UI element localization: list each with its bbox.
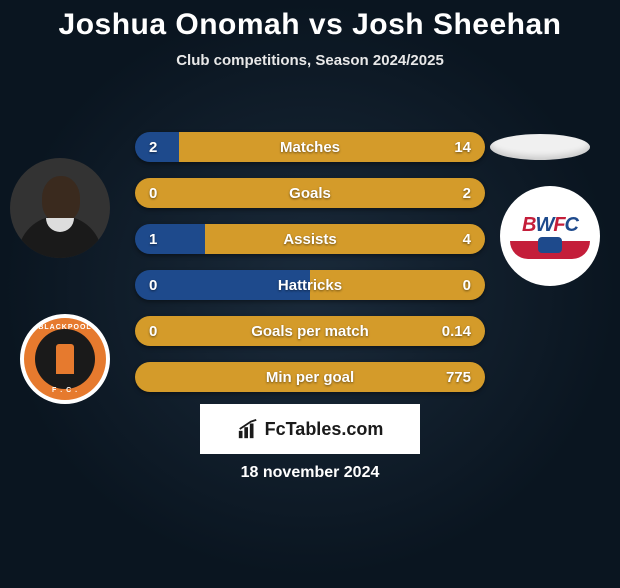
stats-container: 2Matches140Goals21Assists40Hattricks00Go…: [135, 132, 485, 408]
stat-label: Min per goal: [135, 362, 485, 392]
stat-row: 0Hattricks0: [135, 270, 485, 300]
stat-row: 1Assists4: [135, 224, 485, 254]
stat-label: Assists: [135, 224, 485, 254]
stat-row: 0Goals per match0.14: [135, 316, 485, 346]
stat-row: 0Goals2: [135, 178, 485, 208]
stat-value-right: 4: [463, 224, 471, 254]
page-title: Joshua Onomah vs Josh Sheehan: [0, 8, 620, 42]
player1-avatar: [10, 158, 110, 258]
stat-row: 2Matches14: [135, 132, 485, 162]
stat-value-right: 0: [463, 270, 471, 300]
stat-value-right: 0.14: [442, 316, 471, 346]
fctables-logo-icon: [237, 418, 259, 440]
stat-label: Hattricks: [135, 270, 485, 300]
stat-row: Min per goal775: [135, 362, 485, 392]
branding-text: FcTables.com: [265, 419, 384, 440]
player2-club-badge: BWFC: [500, 186, 600, 286]
stat-label: Matches: [135, 132, 485, 162]
stat-value-right: 775: [446, 362, 471, 392]
stat-label: Goals: [135, 178, 485, 208]
stat-label: Goals per match: [135, 316, 485, 346]
club-label: BWFC: [522, 214, 578, 237]
date-label: 18 november 2024: [0, 464, 620, 482]
page-subtitle: Club competitions, Season 2024/2025: [0, 52, 620, 69]
branding-badge: FcTables.com: [200, 404, 420, 454]
club-label-bottom: F . C .: [52, 387, 78, 394]
player1-club-badge: BLACKPOOL F . C .: [20, 314, 110, 404]
player2-avatar-placeholder: [490, 134, 590, 160]
stat-value-right: 2: [463, 178, 471, 208]
stat-value-right: 14: [454, 132, 471, 162]
